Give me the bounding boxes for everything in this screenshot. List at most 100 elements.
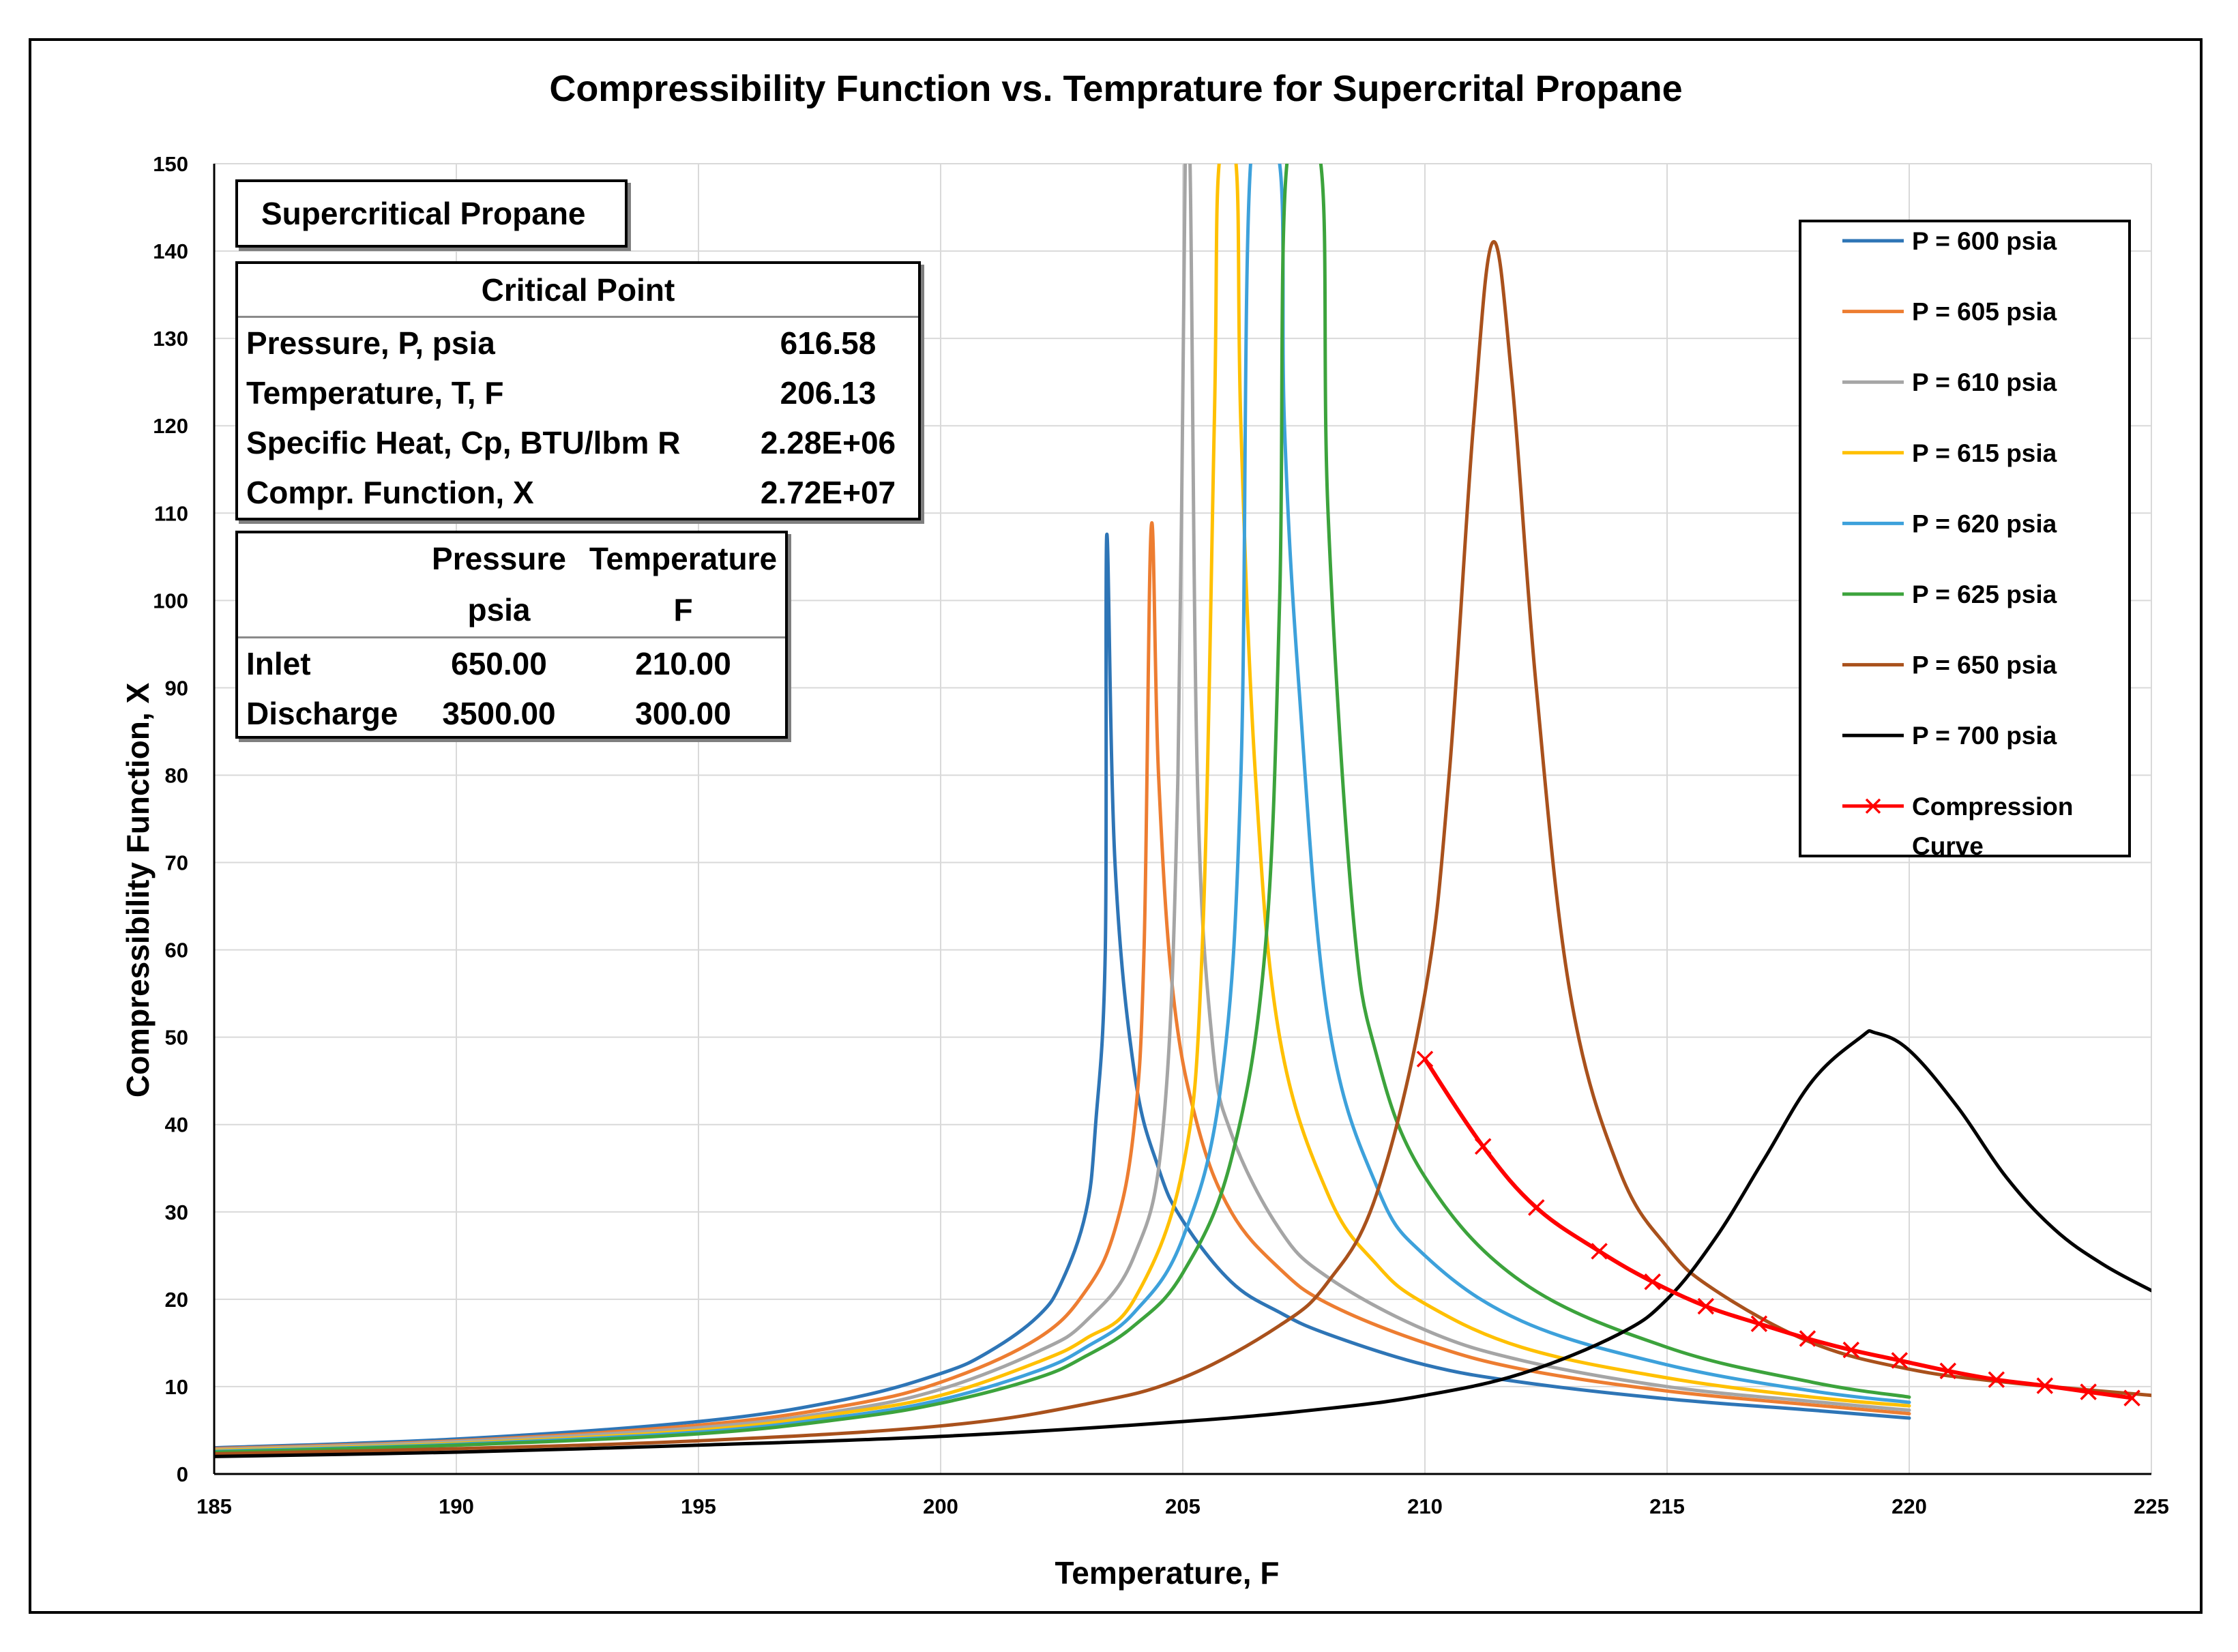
legend-label-p-650-psia: P = 650 psia — [1912, 651, 2057, 679]
legend-label-line: Curve — [1912, 832, 1984, 855]
inlet-label: Inlet — [246, 645, 311, 681]
discharge-pressure: 3500.00 — [442, 695, 556, 731]
inlet-temperature: 210.00 — [635, 645, 731, 681]
series-layer — [214, 164, 2151, 1458]
temperature-header: Temperature — [589, 540, 778, 576]
axis-layer: 185 190 195 200 205 210 215 220 225 0 10 20 30 40 50 60… — [153, 152, 2169, 1518]
compression-point-marker — [2080, 1383, 2097, 1400]
legend-label-line: Compression — [1912, 793, 2073, 821]
compression-point-marker — [2123, 1389, 2140, 1406]
inlet-pressure: 650.00 — [451, 645, 547, 681]
x-tick-label: 220 — [1891, 1494, 1927, 1518]
legend-label-p-615-psia: P = 615 psia — [1912, 439, 2057, 467]
chart-title: Compressibility Function vs. Temprature … — [549, 68, 1682, 109]
pressure-unit: psia — [467, 592, 531, 628]
compression-point-marker — [1939, 1362, 1957, 1380]
discharge-temperature: 300.00 — [635, 695, 731, 731]
y-tick-label: 70 — [165, 851, 188, 875]
y-tick-label: 140 — [153, 239, 188, 263]
chart-canvas: Compressibility Function vs. Temprature … — [120, 68, 2169, 1591]
x-tick-label: 210 — [1407, 1494, 1443, 1518]
legend-label-p-700-psia: P = 700 psia — [1912, 722, 2057, 750]
table-header-row: Pressure Temperature — [238, 533, 785, 583]
critical-temperature-label: Temperature, T, F — [246, 374, 504, 411]
legend-label-p-620-psia: P = 620 psia — [1912, 510, 2057, 537]
legend-marker-x — [1865, 798, 1881, 814]
title-box-text: Supercritical Propane — [261, 196, 586, 231]
legend-label-p-610-psia: P = 610 psia — [1912, 368, 2057, 396]
critical-pressure-value: 616.58 — [780, 325, 877, 361]
compression-point-marker — [1891, 1352, 1909, 1369]
table-row: Inlet 650.00 210.00 — [238, 638, 785, 688]
compression-point-marker — [1416, 1050, 1434, 1067]
supercritical-propane-label: Supercritical Propane — [235, 179, 628, 248]
table-row: Pressure, P, psia 616.58 — [238, 318, 918, 368]
temperature-unit: F — [673, 592, 693, 628]
table-row: Discharge 3500.00 300.00 — [238, 688, 785, 738]
y-tick-label: 90 — [165, 676, 188, 700]
compr-function-label: Compr. Function, X — [246, 474, 534, 510]
specific-heat-value: 2.28E+06 — [760, 424, 896, 460]
x-tick-label: 205 — [1165, 1494, 1201, 1518]
y-tick-label: 20 — [165, 1288, 188, 1312]
y-tick-label: 0 — [177, 1462, 188, 1486]
compression-point-marker — [1474, 1138, 1492, 1155]
table-row: Temperature, T, F 206.13 — [238, 368, 918, 417]
series-line-p-605-psia — [214, 521, 1911, 1451]
y-tick-label: 110 — [154, 501, 188, 525]
y-tick-label: 130 — [153, 327, 188, 351]
compression-point-marker — [1644, 1273, 1661, 1290]
pressure-header: Pressure — [432, 540, 566, 576]
legend: P = 600 psia P = 605 psia P = 610 psia P = … — [1799, 220, 2131, 860]
series-line-p-600-psia — [214, 532, 1911, 1450]
y-tick-label: 60 — [165, 939, 188, 962]
compression-point-marker — [1799, 1330, 1816, 1347]
critical-point-header: Critical Point — [238, 264, 918, 318]
compression-point-marker — [1697, 1297, 1715, 1315]
series-line-p-615-psia — [214, 164, 1911, 1452]
x-axis-title: Temperature, F — [1055, 1555, 1280, 1591]
y-tick-label: 10 — [165, 1375, 188, 1399]
critical-pressure-label: Pressure, P, psia — [246, 325, 495, 361]
legend-label-p-600-psia: P = 600 psia — [1912, 227, 2057, 255]
discharge-label: Discharge — [246, 695, 398, 731]
x-tick-label: 185 — [196, 1494, 232, 1518]
compression-point-marker — [1750, 1315, 1768, 1332]
compression-point-marker — [1591, 1243, 1608, 1260]
series-line-p-610-psia — [214, 164, 1911, 1451]
series-line-p-625-psia — [214, 164, 1911, 1454]
legend-label-p-625-psia: P = 625 psia — [1912, 580, 2057, 608]
y-tick-label: 120 — [153, 414, 188, 438]
x-tick-label: 215 — [1649, 1494, 1685, 1518]
x-tick-label: 225 — [2134, 1494, 2169, 1518]
legend-label-compression-curve: Compression Curve — [1912, 793, 2073, 855]
series-line-p-700-psia — [214, 1029, 2151, 1458]
x-tick-label: 195 — [681, 1494, 716, 1518]
x-tick-label: 200 — [923, 1494, 958, 1518]
y-tick-label: 80 — [165, 763, 188, 787]
compression-point-marker — [1842, 1341, 1860, 1359]
legend-canvas: P = 600 psia P = 605 psia P = 610 psia P = … — [1842, 227, 2073, 860]
specific-heat-label: Specific Heat, Cp, BTU/lbm R — [246, 424, 681, 460]
y-tick-label: 100 — [153, 589, 188, 613]
series-line-p-650-psia — [214, 239, 2151, 1456]
compression-point-marker — [2036, 1377, 2054, 1394]
inlet-discharge-table: Pressure Temperature psia F Inlet 650.00… — [235, 531, 788, 739]
compression-point-marker — [1528, 1199, 1545, 1216]
series-line-p-620-psia — [214, 164, 1911, 1454]
table-units-row: psia F — [238, 583, 785, 638]
compression-point-marker — [1988, 1371, 2005, 1388]
critical-temperature-value: 206.13 — [780, 374, 877, 411]
y-axis-title: Compressibility Function, X — [120, 683, 156, 1098]
critical-point-table: Critical Point Pressure, P, psia 616.58 … — [235, 261, 921, 520]
table-row: Compr. Function, X 2.72E+07 — [238, 467, 918, 517]
y-tick-label: 50 — [165, 1026, 188, 1050]
legend-label-p-605-psia: P = 605 psia — [1912, 298, 2057, 326]
series-line-compression-curve — [1423, 1057, 2134, 1400]
y-tick-label: 40 — [165, 1113, 188, 1137]
x-tick-label: 190 — [439, 1494, 474, 1518]
table-row: Specific Heat, Cp, BTU/lbm R 2.28E+06 — [238, 417, 918, 467]
y-tick-label: 30 — [165, 1200, 188, 1224]
compr-function-value: 2.72E+07 — [760, 474, 896, 510]
y-tick-label: 150 — [153, 152, 188, 176]
